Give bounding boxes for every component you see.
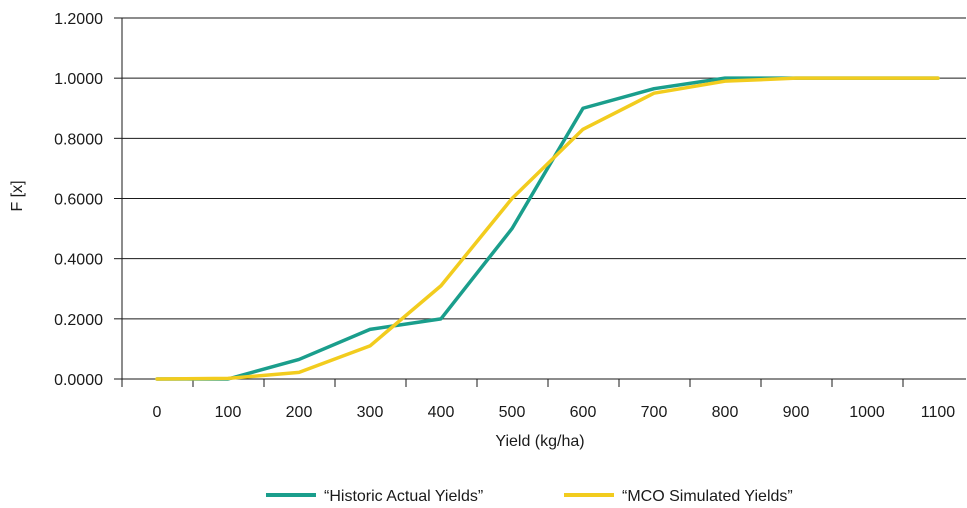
- x-axis-title: Yield (kg/ha): [495, 433, 584, 450]
- y-axis-title: F [x]: [9, 180, 26, 211]
- x-tick-label: 300: [357, 404, 384, 421]
- series-line-1: [155, 76, 940, 381]
- y-tick-label: 0.4000: [54, 252, 103, 269]
- legend-label-mco: “MCO Simulated Yields”: [622, 488, 793, 505]
- x-tick-label: 1000: [849, 404, 885, 421]
- axes: [114, 17, 966, 387]
- x-tick-label: 800: [712, 404, 739, 421]
- x-tick-label: 400: [428, 404, 455, 421]
- y-tick-label: 1.0000: [54, 71, 103, 88]
- x-tick-label: 0: [153, 404, 162, 421]
- legend: “Historic Actual Yields” “MCO Simulated …: [266, 488, 793, 505]
- x-tick-label: 100: [215, 404, 242, 421]
- x-tick-label: 600: [570, 404, 597, 421]
- gridlines: [122, 17, 966, 320]
- x-tick-label: 900: [783, 404, 810, 421]
- x-tick-label: 1100: [921, 404, 956, 421]
- y-tick-label: 0.8000: [54, 131, 103, 148]
- series-lines: [155, 76, 940, 381]
- x-tick-label: 200: [286, 404, 313, 421]
- x-tick-labels: 0 100 200 300 400 500 600 700 800 900 1000 1100: [153, 404, 956, 421]
- legend-label-historic: “Historic Actual Yields”: [324, 488, 483, 505]
- y-tick-label: 1.2000: [54, 11, 103, 28]
- y-tick-label: 0.0000: [54, 372, 103, 389]
- x-tick-label: 500: [499, 404, 526, 421]
- y-tick-labels: 0.0000 0.2000 0.4000 0.6000 0.8000 1.0000 1.20…: [54, 11, 103, 389]
- series-line-0: [155, 76, 940, 381]
- x-tick-label: 700: [641, 404, 668, 421]
- y-tick-label: 0.2000: [54, 312, 103, 329]
- y-tick-label: 0.6000: [54, 192, 103, 209]
